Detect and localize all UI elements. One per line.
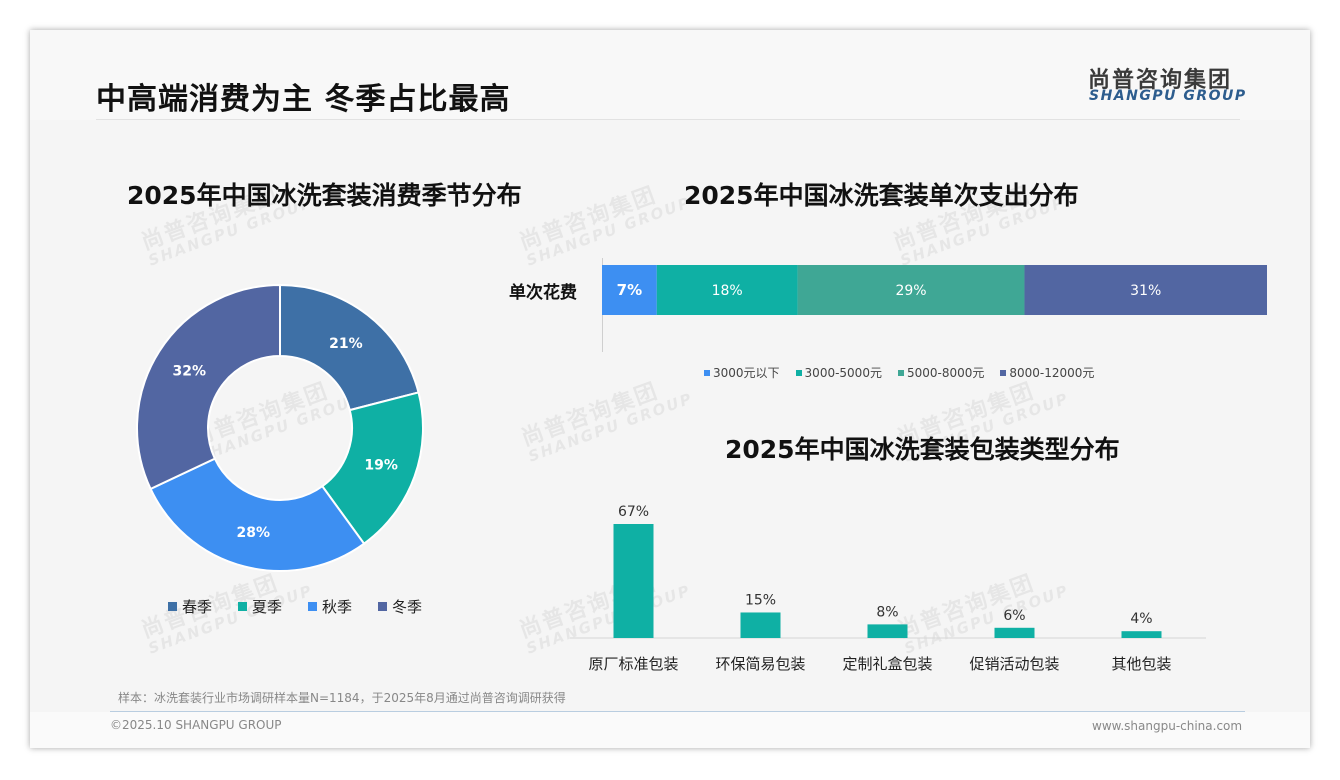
donut-slice-春季 [279, 283, 420, 412]
stacked-segment-8000-12000元 [1024, 265, 1267, 315]
legend-label: 8000-12000元 [1009, 366, 1095, 380]
bar-环保简易包装 [740, 612, 781, 638]
stacked-data-label: 18% [712, 283, 743, 299]
title-divider [96, 119, 1240, 120]
legend-label: 3000元以下 [713, 366, 780, 380]
page-title: 中高端消费为主 冬季占比最高 [96, 82, 511, 117]
bar-其他包装 [1121, 631, 1162, 638]
legend-label: 3000-5000元 [804, 366, 882, 380]
legend-swatch [168, 602, 177, 611]
donut-slice-秋季 [149, 457, 366, 572]
x-tick-label: 定制礼盒包装 [842, 655, 932, 673]
legend-item: 冬季 [378, 596, 422, 617]
bar-原厂标准包装 [613, 524, 654, 638]
bar-data-label: 6% [1003, 608, 1025, 624]
stacked-data-label: 31% [1130, 283, 1161, 299]
legend-swatch [795, 369, 802, 376]
logo-text-en: SHANGPU GROUP [1089, 88, 1247, 104]
legend-item: 春季 [168, 596, 212, 617]
slide: 中高端消费为主 冬季占比最高 尚普咨询集团 SHANGPU GROUP 尚普咨询… [30, 30, 1310, 748]
stacked-segment-3000-5000元 [656, 265, 798, 315]
x-tick-label: 促销活动包装 [969, 655, 1059, 673]
legend-label: 冬季 [392, 598, 423, 616]
logo-text-cn: 尚普咨询集团 [1088, 68, 1233, 93]
stacked-segment-5000-8000元 [797, 265, 1025, 315]
bar-data-label: 15% [745, 592, 776, 608]
legend-swatch [1000, 369, 1007, 376]
bar-data-label: 67% [618, 504, 649, 520]
spend-stacked-bar: 7% 18% 29% 31% [602, 265, 1267, 315]
header [30, 30, 1310, 120]
donut-data-label: 32% [172, 363, 206, 379]
legend-item: 夏季 [238, 596, 282, 617]
legend-label: 秋季 [322, 598, 353, 616]
copyright: ©2025.10 SHANGPU GROUP [110, 718, 282, 732]
stacked-data-label: 7% [617, 281, 642, 299]
legend-item: 5000-8000元 [897, 364, 985, 381]
donut-data-label: 19% [364, 457, 398, 473]
legend-swatch [704, 369, 710, 376]
season-legend: 春季 夏季 秋季 冬季 [168, 596, 422, 617]
footer-band [30, 712, 1310, 748]
donut-data-label: 21% [329, 336, 363, 352]
donut-chart-title: 2025年中国冰洗套装消费季节分布 [127, 181, 522, 210]
spend-chart-title: 2025年中国冰洗套装单次支出分布 [684, 181, 1079, 210]
footer-divider [110, 711, 1245, 712]
stacked-segment-3000元以下 [602, 265, 657, 315]
stacked-data-label: 29% [895, 283, 926, 299]
donut-slice-冬季 [136, 283, 281, 491]
legend-item: 3000元以下 [704, 364, 780, 381]
watermark: 尚普咨询集团 SHANGPU GROUP [516, 182, 694, 270]
legend-label: 夏季 [252, 598, 283, 616]
x-tick-label: 环保简易包装 [715, 655, 805, 673]
legend-label: 春季 [182, 598, 213, 616]
watermark: 尚普咨询集团 SHANGPU GROUP [518, 378, 696, 466]
legend-swatch [308, 602, 318, 611]
bar-促销活动包装 [994, 627, 1035, 638]
bar-data-label: 4% [1130, 611, 1152, 627]
x-tick-label: 原厂标准包装 [588, 655, 678, 673]
legend-item: 3000-5000元 [795, 364, 882, 381]
website-link[interactable]: www.shangpu-china.com [1092, 719, 1243, 733]
legend-swatch [378, 602, 388, 611]
legend-swatch [897, 369, 904, 376]
legend-item: 秋季 [308, 596, 352, 617]
bar-data-label: 8% [876, 604, 898, 620]
packaging-chart-title: 2025年中国冰洗套装包装类型分布 [725, 435, 1120, 464]
season-donut-chart: 21% 19% 28% 32% [136, 283, 424, 572]
packaging-bar-chart: 67% 原厂标准包装 15% 环保简易包装 8% 定制礼盒包装 6% 促销活动包装 4% 其他包装 [570, 504, 1206, 673]
donut-data-label: 28% [237, 525, 271, 541]
spend-category-label: 单次花费 [509, 283, 577, 303]
legend-label: 5000-8000元 [906, 366, 985, 380]
sample-note: 样本：冰洗套装行业市场调研样本量N=1184，于2025年8月通过尚普咨询调研获… [118, 691, 566, 705]
legend-swatch [238, 602, 248, 611]
legend-item: 8000-12000元 [1000, 364, 1094, 381]
bar-定制礼盒包装 [867, 624, 908, 638]
spend-legend: 3000元以下 3000-5000元 5000-8000元 8000-12000元 [704, 364, 1094, 381]
x-tick-label: 其他包装 [1111, 655, 1171, 673]
donut-slice-夏季 [320, 391, 424, 546]
